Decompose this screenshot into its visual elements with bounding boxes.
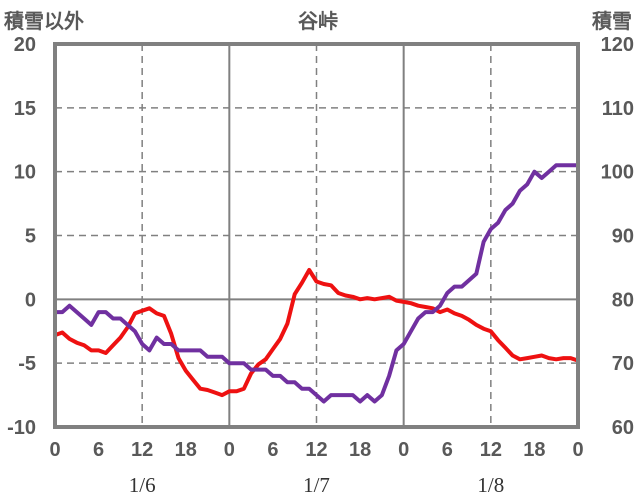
left-tick-label: 20 <box>14 34 36 56</box>
right-tick-label: 110 <box>602 98 634 120</box>
left-tick-label: 0 <box>25 289 36 311</box>
right-tick-label: 120 <box>601 34 634 56</box>
chart-title: 谷峠 <box>298 9 338 33</box>
x-tick-label: 6 <box>442 439 453 461</box>
grid-lines <box>55 44 578 427</box>
plot-frame <box>53 42 580 429</box>
left-tick-label: 10 <box>14 162 36 184</box>
x-tick-label: 6 <box>267 439 278 461</box>
right-axis-title: 積雪 <box>592 9 632 33</box>
x-tick-label: 0 <box>49 439 60 461</box>
right-tick-label: 60 <box>612 417 634 439</box>
series-lines <box>53 163 580 404</box>
left-axis-title: 積雪以外 <box>4 9 84 33</box>
series-line-1 <box>53 268 580 398</box>
date-label: 1/8 <box>477 473 504 497</box>
x-tick-label: 0 <box>572 439 583 461</box>
x-tick-label: 12 <box>305 439 327 461</box>
right-tick-label: 80 <box>612 289 634 311</box>
right-tick-label: 100 <box>601 162 634 184</box>
x-tick-label: 0 <box>224 439 235 461</box>
x-tick-label: 6 <box>93 439 104 461</box>
x-tick-label: 12 <box>480 439 502 461</box>
x-tick-label: 0 <box>398 439 409 461</box>
date-label: 1/6 <box>129 473 156 497</box>
left-tick-label: -10 <box>7 417 36 439</box>
series-line-2 <box>53 163 580 404</box>
right-tick-label: 90 <box>612 226 634 248</box>
left-tick-label: 15 <box>14 98 36 120</box>
x-tick-label: 18 <box>175 439 197 461</box>
x-tick-label: 18 <box>349 439 371 461</box>
right-tick-label: 70 <box>612 353 634 375</box>
left-tick-label: 5 <box>25 226 36 248</box>
left-tick-label: -5 <box>18 353 36 375</box>
date-label: 1/7 <box>303 473 330 497</box>
x-tick-label: 18 <box>523 439 545 461</box>
x-tick-label: 12 <box>131 439 153 461</box>
